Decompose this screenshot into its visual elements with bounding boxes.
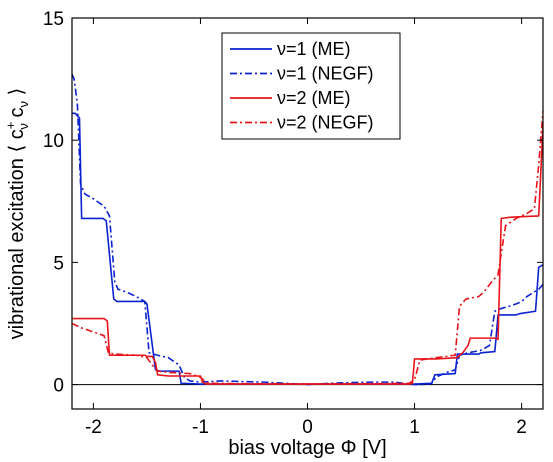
y-tick-label: 5 xyxy=(53,253,64,274)
ticks: -2 -1 0 1 2 0 5 10 15 xyxy=(43,9,543,438)
series-layer xyxy=(72,73,543,386)
x-tick-label: 1 xyxy=(409,417,420,438)
y-axis-label-mid: c xyxy=(6,108,28,124)
x-tick-label: 0 xyxy=(302,417,313,438)
legend-label: ν=2 (ME) xyxy=(277,88,351,108)
y-axis-label: vibrational excitation ⟨ c+ν cν ⟩ xyxy=(3,88,31,340)
legend-box xyxy=(221,32,401,140)
series-line-3 xyxy=(72,125,543,385)
y-axis-label-sub2: ν xyxy=(16,101,31,108)
legend-label: ν=2 (NEGF) xyxy=(277,113,374,133)
x-axis-label: bias voltage Φ [V] xyxy=(228,437,386,459)
x-tick-label: -2 xyxy=(85,417,102,438)
legend-label: ν=1 (ME) xyxy=(277,39,351,59)
x-tick-label: 2 xyxy=(516,417,527,438)
y-axis-label-prefix: vibrational excitation ⟨ c xyxy=(6,129,28,339)
series-line-4 xyxy=(72,110,543,385)
y-axis-label-sub1: ν xyxy=(16,123,31,130)
x-tick-label: -1 xyxy=(192,417,209,438)
y-tick-label: 0 xyxy=(53,376,64,397)
y-tick-label: 10 xyxy=(43,131,64,152)
legend-label: ν=1 (NEGF) xyxy=(277,64,374,84)
legend: ν=1 (ME) ν=1 (NEGF) ν=2 (ME) ν=2 (NEGF) xyxy=(221,32,401,140)
y-axis-label-sup: + xyxy=(3,122,18,130)
y-axis-label-suffix: ⟩ xyxy=(6,88,28,101)
y-tick-label: 15 xyxy=(43,9,64,30)
